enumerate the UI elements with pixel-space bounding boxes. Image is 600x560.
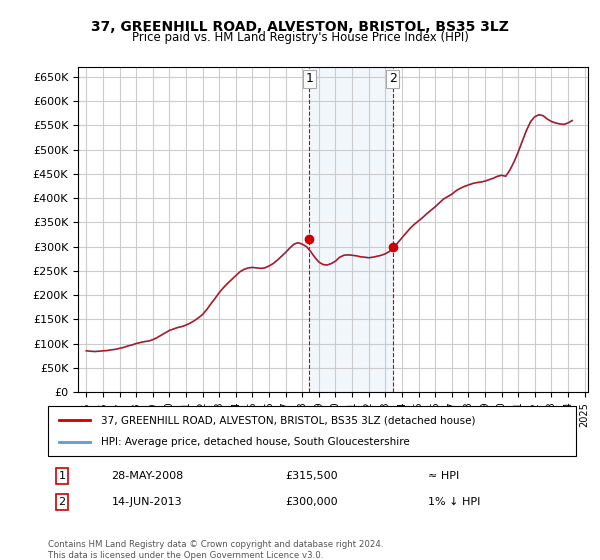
- Text: 2: 2: [59, 497, 65, 507]
- Text: 1: 1: [59, 471, 65, 481]
- Text: Price paid vs. HM Land Registry's House Price Index (HPI): Price paid vs. HM Land Registry's House …: [131, 31, 469, 44]
- Text: 14-JUN-2013: 14-JUN-2013: [112, 497, 182, 507]
- Text: HPI: Average price, detached house, South Gloucestershire: HPI: Average price, detached house, Sout…: [101, 437, 410, 447]
- Bar: [309, 67, 393, 392]
- Text: 37, GREENHILL ROAD, ALVESTON, BRISTOL, BS35 3LZ (detached house): 37, GREENHILL ROAD, ALVESTON, BRISTOL, B…: [101, 415, 475, 425]
- Text: £315,500: £315,500: [286, 471, 338, 481]
- Text: £300,000: £300,000: [286, 497, 338, 507]
- Text: Contains HM Land Registry data © Crown copyright and database right 2024.
This d: Contains HM Land Registry data © Crown c…: [48, 540, 383, 560]
- Text: ≈ HPI: ≈ HPI: [428, 471, 460, 481]
- Text: 37, GREENHILL ROAD, ALVESTON, BRISTOL, BS35 3LZ: 37, GREENHILL ROAD, ALVESTON, BRISTOL, B…: [91, 20, 509, 34]
- FancyBboxPatch shape: [48, 406, 576, 456]
- Text: 1% ↓ HPI: 1% ↓ HPI: [428, 497, 481, 507]
- Text: 1: 1: [305, 72, 313, 85]
- Text: 2: 2: [389, 72, 397, 85]
- Text: 28-MAY-2008: 28-MAY-2008: [112, 471, 184, 481]
